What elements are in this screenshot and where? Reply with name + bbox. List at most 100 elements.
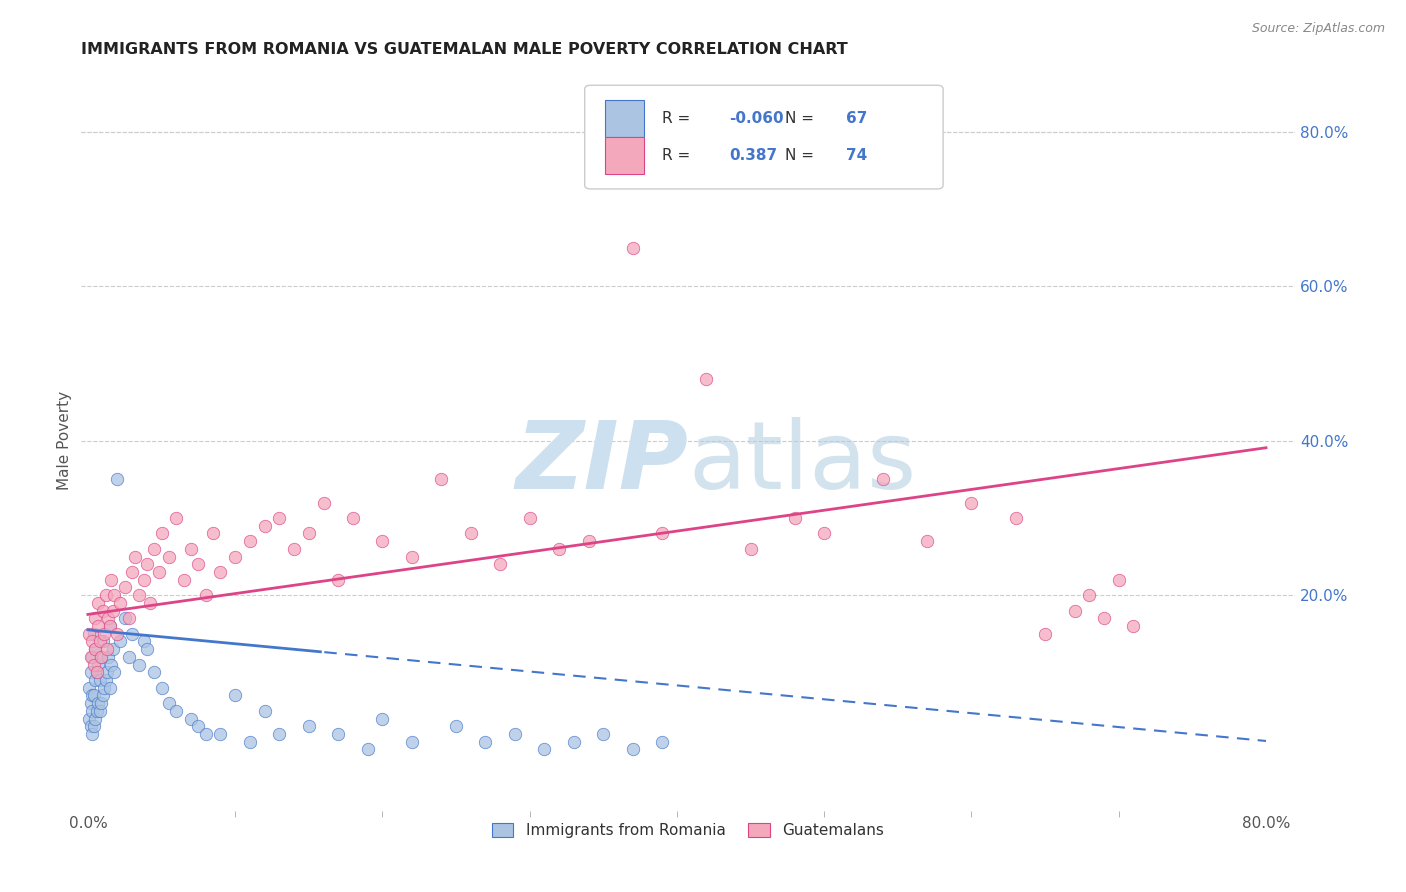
Point [114, 581, 136, 595]
Text: Source: ZipAtlas.com: Source: ZipAtlas.com [1251, 22, 1385, 36]
Point [96, 665, 118, 680]
Point [100, 657, 122, 672]
Point [651, 526, 673, 541]
Point [1033, 626, 1056, 640]
Point [371, 712, 394, 726]
Point [132, 573, 155, 587]
Y-axis label: Male Poverty: Male Poverty [58, 392, 72, 491]
Point [84, 712, 107, 726]
Point [132, 634, 155, 648]
Point [740, 541, 762, 556]
Point [209, 565, 232, 579]
Point [621, 241, 644, 255]
Point [960, 495, 983, 509]
Point [621, 742, 644, 756]
Point [103, 588, 125, 602]
Point [82, 649, 104, 664]
Point [312, 495, 335, 509]
Point [84, 673, 107, 687]
Point [90, 649, 112, 664]
Point [239, 735, 262, 749]
Point [87, 596, 110, 610]
Point [80, 719, 103, 733]
Text: -0.060: -0.060 [730, 112, 785, 126]
Point [269, 511, 291, 525]
Point [783, 511, 806, 525]
Point [157, 696, 180, 710]
Point [87, 696, 110, 710]
Point [157, 549, 180, 564]
Point [202, 526, 225, 541]
Point [114, 611, 136, 625]
FancyBboxPatch shape [606, 100, 644, 137]
FancyBboxPatch shape [606, 137, 644, 174]
Legend: Immigrants from Romania, Guatemalans: Immigrants from Romania, Guatemalans [486, 816, 890, 845]
Text: atlas: atlas [688, 417, 917, 509]
Point [84, 642, 107, 657]
Point [89, 704, 111, 718]
Point [519, 511, 541, 525]
Point [87, 619, 110, 633]
Point [165, 511, 187, 525]
Point [562, 735, 585, 749]
Point [401, 735, 423, 749]
Point [82, 704, 104, 718]
Point [121, 565, 143, 579]
Text: R =: R = [662, 148, 700, 163]
Point [695, 372, 717, 386]
Point [548, 541, 571, 556]
Point [121, 626, 143, 640]
Point [90, 649, 112, 664]
Point [474, 735, 496, 749]
Point [1078, 588, 1101, 602]
Text: IMMIGRANTS FROM ROMANIA VS GUATEMALAN MALE POVERTY CORRELATION CHART: IMMIGRANTS FROM ROMANIA VS GUATEMALAN MA… [80, 42, 848, 57]
Point [503, 727, 526, 741]
Point [103, 665, 125, 680]
Point [371, 534, 394, 549]
Point [298, 719, 321, 733]
Point [592, 727, 614, 741]
Point [86, 704, 108, 718]
Point [173, 573, 195, 587]
Point [165, 704, 187, 718]
Point [101, 603, 124, 617]
Point [239, 534, 262, 549]
Point [1092, 611, 1115, 625]
Point [1122, 619, 1144, 633]
Point [180, 712, 202, 726]
Point [1004, 511, 1026, 525]
Point [100, 573, 122, 587]
Point [283, 541, 305, 556]
Point [298, 526, 321, 541]
Point [194, 588, 217, 602]
Point [96, 642, 118, 657]
Point [118, 649, 141, 664]
Point [1063, 603, 1085, 617]
Point [98, 619, 121, 633]
Point [128, 657, 150, 672]
Point [83, 657, 105, 672]
Point [89, 634, 111, 648]
Point [87, 657, 110, 672]
Point [80, 649, 103, 664]
Point [872, 472, 894, 486]
Point [578, 534, 600, 549]
Point [328, 727, 350, 741]
Point [135, 558, 157, 572]
Point [110, 596, 132, 610]
Point [194, 727, 217, 741]
Point [101, 642, 124, 657]
Point [79, 712, 101, 726]
Point [253, 518, 276, 533]
Point [83, 626, 105, 640]
Point [97, 649, 120, 664]
Point [430, 472, 453, 486]
Text: ZIP: ZIP [515, 417, 688, 509]
Point [91, 689, 114, 703]
Point [93, 626, 115, 640]
Point [489, 558, 512, 572]
Point [917, 534, 939, 549]
Point [357, 742, 380, 756]
Point [150, 681, 173, 695]
Point [105, 472, 128, 486]
